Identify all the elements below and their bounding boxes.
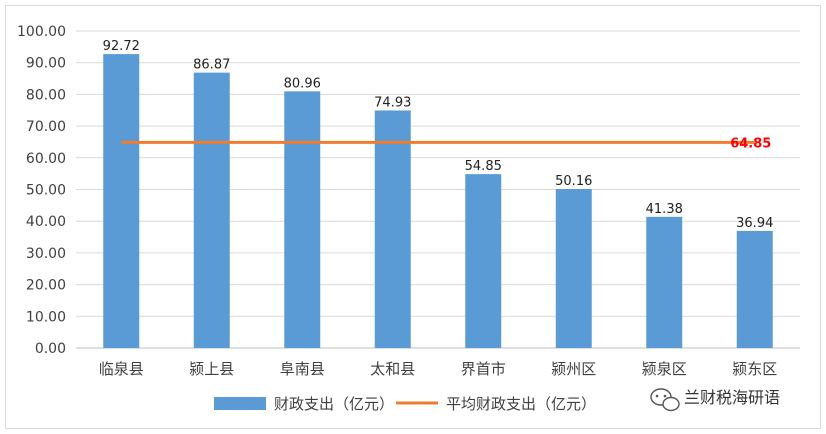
x-axis-categories: 临泉县 颍上县 阜南县 太和县 界首市 颍州区 颍泉区 颍东区 xyxy=(99,360,778,378)
data-label: 50.16 xyxy=(555,174,592,189)
y-tick-label: 100.00 xyxy=(17,24,66,40)
x-category-label: 阜南县 xyxy=(280,360,325,378)
bar xyxy=(555,188,592,348)
x-category-label: 太和县 xyxy=(370,360,415,378)
bar xyxy=(193,72,230,348)
y-tick-label: 40.00 xyxy=(26,214,66,230)
bar xyxy=(284,91,321,348)
x-category-label: 颍上县 xyxy=(189,360,234,378)
legend-label-average: 平均财政支出（亿元） xyxy=(446,395,596,413)
legend: 财政支出（亿元） 平均财政支出（亿元） xyxy=(214,395,596,413)
y-tick-label: 30.00 xyxy=(26,246,66,262)
bar xyxy=(736,230,773,348)
x-category-label: 临泉县 xyxy=(99,360,144,378)
data-label: 54.85 xyxy=(465,159,502,174)
x-category-label: 颍东区 xyxy=(732,360,777,378)
y-tick-label: 10.00 xyxy=(26,309,66,325)
bars xyxy=(103,54,773,349)
bar xyxy=(465,174,502,348)
x-category-label: 颍州区 xyxy=(551,360,596,378)
y-tick-label: 70.00 xyxy=(26,119,66,135)
y-tick-label: 20.00 xyxy=(26,278,66,294)
data-label: 74.93 xyxy=(374,95,411,110)
bar xyxy=(103,54,140,348)
legend-label-bar: 财政支出（亿元） xyxy=(274,395,394,413)
data-label: 86.87 xyxy=(193,58,230,73)
data-label: 41.38 xyxy=(646,202,683,217)
watermark-text: 兰财税海研语 xyxy=(684,388,780,407)
average-label: 64.85 xyxy=(730,136,771,151)
y-tick-label: 60.00 xyxy=(26,151,66,167)
bar xyxy=(374,110,411,349)
data-labels: 92.72 86.87 80.96 74.93 54.85 50.16 41.38 36.94 xyxy=(103,39,774,231)
y-tick-label: 50.00 xyxy=(26,183,66,199)
data-label: 80.96 xyxy=(284,76,321,91)
y-tick-label: 80.00 xyxy=(26,87,66,103)
grid-lines xyxy=(76,30,800,349)
data-label: 92.72 xyxy=(103,39,140,54)
y-tick-label: 90.00 xyxy=(26,56,66,72)
watermark: 兰财税海研语 xyxy=(650,388,780,412)
bar xyxy=(646,216,683,348)
wechat-icon xyxy=(650,388,680,412)
average-line-group: 64.85 xyxy=(121,136,771,151)
data-label: 36.94 xyxy=(736,216,773,231)
legend-swatch-bar xyxy=(214,397,266,410)
y-tick-label: 0.00 xyxy=(35,341,66,357)
x-category-label: 界首市 xyxy=(461,360,506,378)
x-category-label: 颍泉区 xyxy=(642,360,687,378)
chart-frame xyxy=(5,5,821,429)
y-axis-ticks: 0.00 10.00 20.00 30.00 40.00 50.00 60.00 70.00 8… xyxy=(17,24,66,357)
